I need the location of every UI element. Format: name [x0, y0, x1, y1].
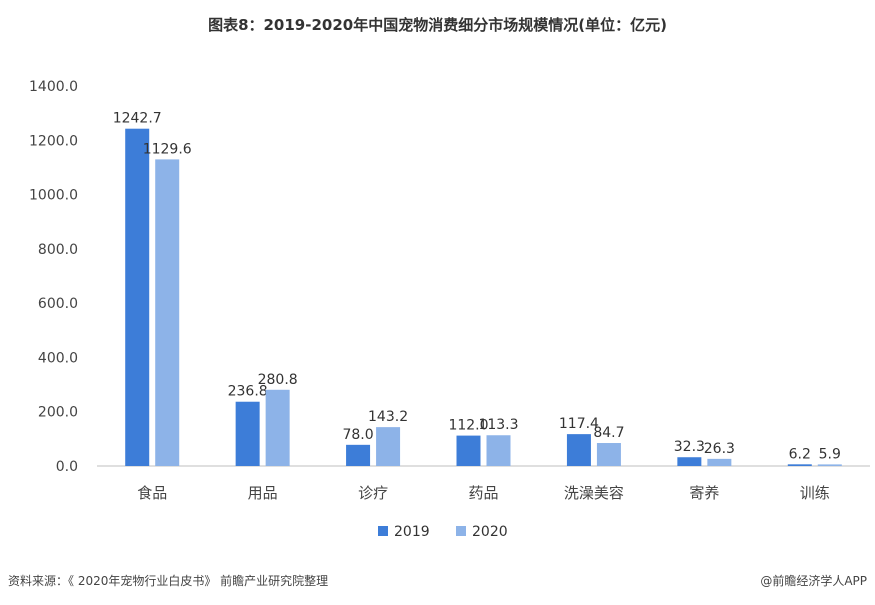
data-label-2019: 236.8: [228, 384, 268, 400]
data-label-2020: 26.3: [704, 441, 735, 457]
data-label-2019: 78.0: [342, 427, 373, 443]
bar-2020: [155, 159, 180, 466]
y-tick-label: 0.0: [56, 459, 78, 475]
source-note: 资料来源：《 2020年宠物行业白皮书》 前瞻产业研究院整理: [8, 574, 329, 588]
credit-note: @前瞻经济学人APP: [760, 574, 867, 588]
y-tick-label: 600.0: [38, 296, 78, 312]
chart-title: 图表8：2019-2020年中国宠物消费细分市场规模情况(单位：亿元): [208, 16, 667, 34]
category-label: 诊疗: [358, 484, 388, 502]
bar-2019: [125, 128, 150, 466]
data-label-2020: 280.8: [258, 372, 298, 388]
category-label: 训练: [800, 484, 830, 502]
y-tick-label: 1400.0: [29, 79, 78, 95]
bar-2019: [235, 401, 260, 466]
data-label-2020: 5.9: [819, 446, 841, 462]
legend-label-2019: 2019: [394, 524, 430, 540]
bar-2019: [787, 464, 812, 466]
bar-2020: [596, 443, 621, 466]
y-tick-label: 800.0: [38, 242, 78, 258]
bar-2019: [677, 457, 702, 466]
data-label-2019: 1242.7: [113, 111, 162, 127]
y-tick-label: 1000.0: [29, 188, 78, 204]
bar-2019: [346, 444, 371, 466]
data-label-2019: 6.2: [789, 446, 811, 462]
data-label-2019: 117.4: [559, 416, 599, 432]
data-label-2020: 1129.6: [143, 141, 192, 157]
legend-label-2020: 2020: [472, 524, 508, 540]
y-tick-label: 200.0: [38, 405, 78, 421]
category-label: 食品: [137, 484, 167, 502]
data-label-2020: 84.7: [593, 425, 624, 441]
data-label-2020: 113.3: [478, 417, 518, 433]
category-label: 药品: [468, 484, 498, 502]
bar-2020: [376, 427, 401, 466]
bar-2020: [265, 389, 290, 466]
data-label-2019: 112.0: [448, 418, 488, 434]
bar-2020: [817, 464, 842, 466]
bar-2020: [707, 458, 732, 466]
bar-2020: [486, 435, 511, 466]
legend-swatch-2019: [378, 526, 388, 536]
data-label-2020: 143.2: [368, 409, 408, 425]
bar-2019: [456, 435, 481, 466]
category-label: 寄养: [689, 484, 719, 502]
data-label-2019: 32.3: [674, 439, 705, 455]
y-tick-label: 1200.0: [29, 133, 78, 149]
bar-2019: [566, 434, 591, 466]
category-label: 用品: [248, 484, 278, 502]
y-tick-label: 400.0: [38, 350, 78, 366]
category-label: 洗澡美容: [564, 484, 624, 502]
legend-swatch-2020: [456, 526, 466, 536]
